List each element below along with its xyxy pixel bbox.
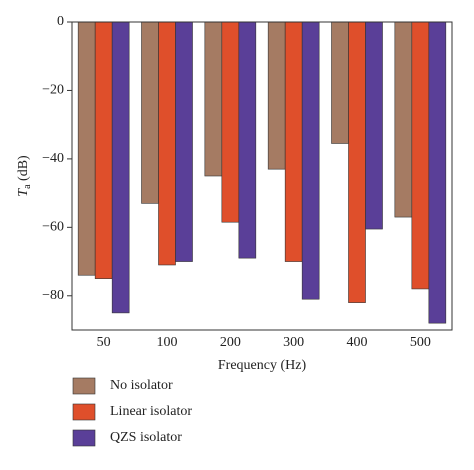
bar xyxy=(301,21,320,300)
bar xyxy=(284,21,303,262)
legend-swatch xyxy=(72,403,96,421)
x-tick-label: 300 xyxy=(283,335,304,350)
bar xyxy=(394,21,413,218)
x-tick-label: 200 xyxy=(220,335,241,350)
x-tick-label: 100 xyxy=(157,335,178,350)
x-tick-label: 500 xyxy=(410,335,431,350)
x-tick-label: 400 xyxy=(347,335,368,350)
y-tick-label: −40 xyxy=(42,151,64,166)
bar xyxy=(221,21,240,223)
bar xyxy=(141,21,159,204)
bar xyxy=(365,21,383,230)
bar xyxy=(428,21,447,324)
bar xyxy=(175,21,193,262)
legend-swatch xyxy=(72,377,96,395)
bar xyxy=(111,21,130,314)
y-axis-label: Ta (dB) xyxy=(16,155,33,197)
bar xyxy=(411,21,430,290)
bar xyxy=(238,21,257,259)
bar xyxy=(331,21,349,144)
legend-label: Linear isolator xyxy=(110,404,192,419)
bar xyxy=(267,21,286,170)
legend-label: No isolator xyxy=(110,378,173,393)
x-tick-label: 50 xyxy=(97,335,111,350)
legend-swatch xyxy=(72,429,96,447)
y-tick-label: −20 xyxy=(42,83,64,98)
bar xyxy=(348,21,366,303)
plot-frame xyxy=(71,21,453,331)
legend-label: QZS isolator xyxy=(110,430,182,445)
bar xyxy=(94,21,113,279)
x-axis-label: Frequency (Hz) xyxy=(218,358,307,373)
bar xyxy=(204,21,223,177)
bar xyxy=(77,21,96,276)
bar xyxy=(158,21,176,266)
y-tick-label: −80 xyxy=(42,288,64,303)
y-tick-label: 0 xyxy=(57,14,64,29)
y-tick-label: −60 xyxy=(42,220,64,235)
